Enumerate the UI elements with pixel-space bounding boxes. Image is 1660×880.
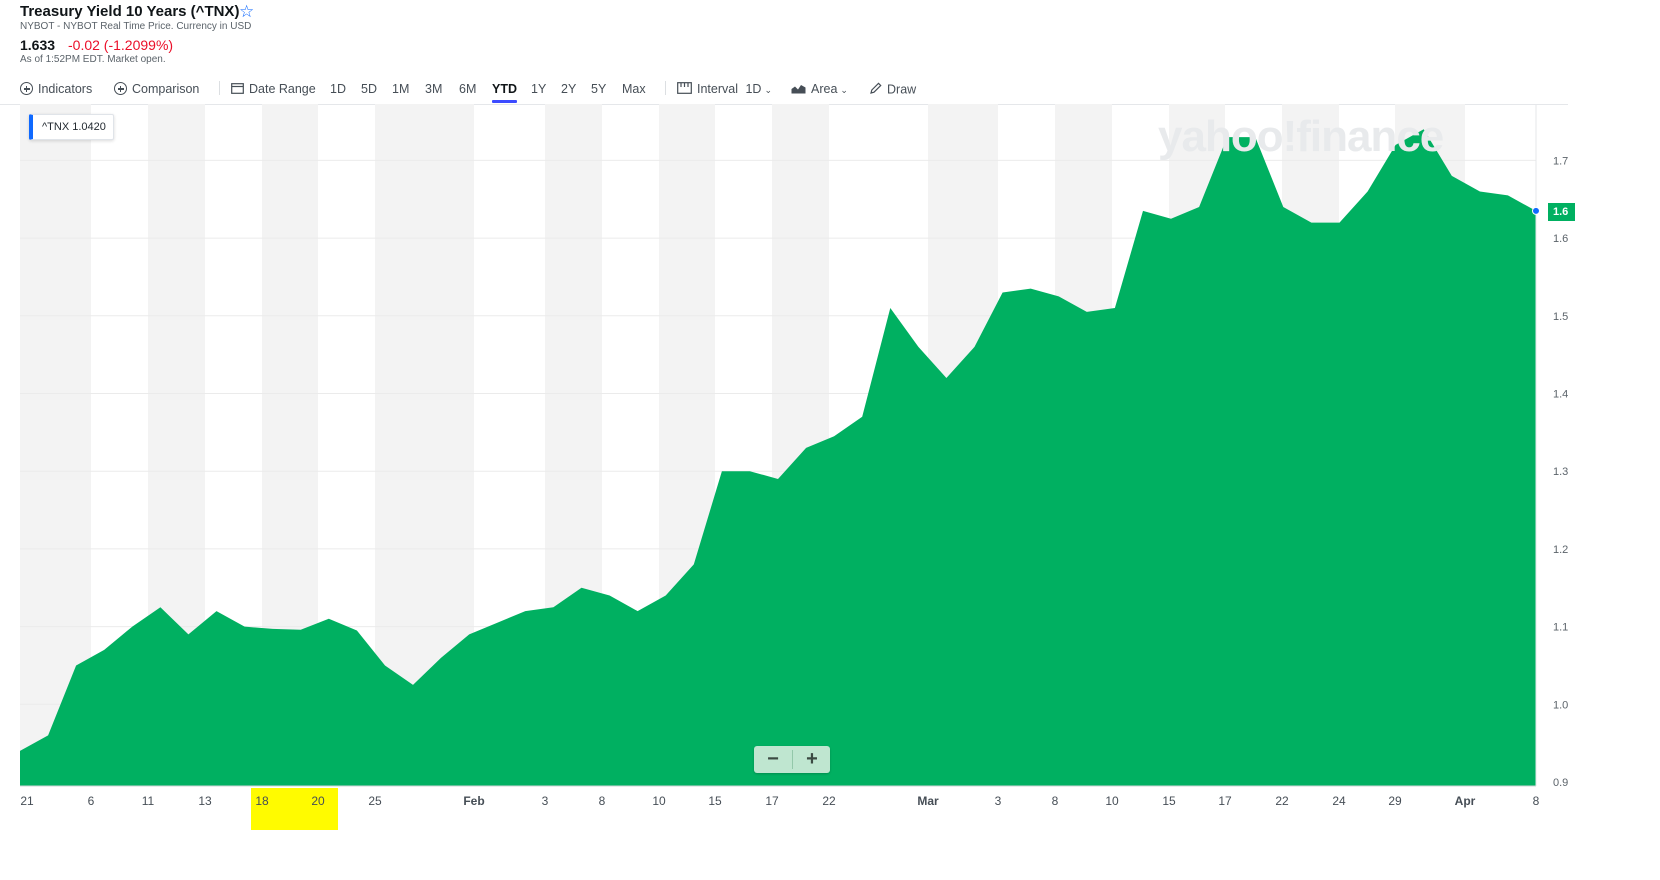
calendar-icon xyxy=(231,82,244,97)
y-tick-label: 1.0 xyxy=(1553,699,1568,711)
quote-price: 1.633 xyxy=(20,37,56,53)
chevron-down-icon: ⌄ xyxy=(764,85,773,95)
x-tick-label: 8 xyxy=(1533,794,1540,808)
y-tick-label: 1.4 xyxy=(1553,389,1568,401)
y-axis-ticks: 0.9 1.0 1.1 1.2 1.3 1.4 1.5 1.6 1.7 xyxy=(1553,155,1568,789)
interval-label: Interval xyxy=(697,82,738,96)
x-tick-label: 8 xyxy=(1052,794,1059,808)
x-tick-label: Mar xyxy=(917,794,939,808)
range-5d[interactable]: 5D xyxy=(361,82,377,96)
last-price-dot xyxy=(1532,206,1540,215)
yield-area xyxy=(20,129,1536,787)
x-tick-label: 3 xyxy=(995,794,1002,808)
indicators-label: Indicators xyxy=(38,82,93,96)
x-tick-label: 22 xyxy=(822,794,836,808)
x-tick-label: Apr xyxy=(1455,794,1476,808)
x-tick-label: 3 xyxy=(542,794,549,808)
interval-value: 1D xyxy=(745,82,762,96)
range-3m[interactable]: 3M xyxy=(425,82,443,96)
x-tick-label: 10 xyxy=(652,794,666,808)
x-axis-ticks: 21 6 11 13 18 20 25 Feb 3 8 10 15 17 22 Mar 3 8 10 15 17 22 2… xyxy=(20,794,1539,808)
y-tick-label: 1.5 xyxy=(1553,311,1568,323)
zoom-divider xyxy=(792,750,793,769)
x-tick-label: 17 xyxy=(1218,794,1232,808)
tooltip-legend: ^TNX 1.0420 xyxy=(29,114,114,140)
range-5y[interactable]: 5Y xyxy=(591,82,607,96)
quote-change: -0.02 (-1.2099%) xyxy=(68,37,174,53)
range-1y[interactable]: 1Y xyxy=(531,82,547,96)
date-range-button[interactable]: Date Range xyxy=(231,82,316,97)
chart-toolbar: Indicators Comparison Date Range 1D 5D 1… xyxy=(0,76,1568,104)
active-range-indicator xyxy=(492,100,517,103)
x-tick-label: 21 xyxy=(20,794,34,808)
plus-circle-icon xyxy=(114,82,127,96)
x-tick-label: 11 xyxy=(142,794,155,808)
quote-subtitle: NYBOT - NYBOT Real Time Price. Currency … xyxy=(20,21,252,32)
x-tick-label: 20 xyxy=(311,794,325,808)
plus-circle-icon xyxy=(20,82,33,96)
comparison-button[interactable]: Comparison xyxy=(114,82,199,96)
draw-button[interactable]: Draw xyxy=(869,82,916,98)
x-tick-label: 29 xyxy=(1388,794,1402,808)
highlight-marker xyxy=(251,788,338,830)
x-tick-label: 10 xyxy=(1105,794,1119,808)
range-2y[interactable]: 2Y xyxy=(561,82,577,96)
quote-title: Treasury Yield 10 Years (^TNX) xyxy=(20,3,240,20)
comparison-label: Comparison xyxy=(132,82,200,96)
y-tick-label: 1.6 xyxy=(1553,233,1568,245)
x-tick-label: 22 xyxy=(1275,794,1289,808)
x-tick-label: 8 xyxy=(599,794,606,808)
range-1m[interactable]: 1M xyxy=(392,82,410,96)
zoom-in-button[interactable]: + xyxy=(806,748,818,770)
x-tick-label: 15 xyxy=(1162,794,1176,808)
chevron-down-icon: ⌄ xyxy=(840,85,848,95)
interval-icon xyxy=(677,82,692,97)
chart-type-dropdown[interactable]: Area ⌄ xyxy=(791,82,848,97)
range-1d[interactable]: 1D xyxy=(330,82,346,96)
quote-timestamp: As of 1:52PM EDT. Market open. xyxy=(20,54,166,65)
y-tick-label: 1.2 xyxy=(1553,544,1568,556)
y-tick-label: 1.3 xyxy=(1553,466,1568,478)
indicators-button[interactable]: Indicators xyxy=(20,82,92,96)
x-tick-label: 25 xyxy=(368,794,382,808)
area-chart-icon xyxy=(791,83,806,97)
star-icon[interactable]: ☆ xyxy=(239,2,255,21)
tooltip-value: 1.0420 xyxy=(72,121,106,133)
range-max[interactable]: Max xyxy=(622,82,646,96)
x-tick-label: 18 xyxy=(255,794,269,808)
zoom-out-button[interactable]: − xyxy=(767,748,779,770)
pencil-icon xyxy=(869,82,882,98)
toolbar-divider xyxy=(219,81,220,95)
x-tick-label: 17 xyxy=(765,794,779,808)
zoom-controls: − + xyxy=(754,746,830,773)
y-tick-label: 0.9 xyxy=(1553,777,1568,789)
tooltip-symbol: ^TNX xyxy=(42,121,70,133)
y-tick-label: 1.7 xyxy=(1553,155,1568,167)
interval-dropdown[interactable]: Interval 1D ⌄ xyxy=(677,82,772,97)
chart-type-label: Area xyxy=(811,82,838,96)
x-tick-label: 13 xyxy=(198,794,212,808)
x-tick-label: 6 xyxy=(88,794,95,808)
x-tick-label: 24 xyxy=(1332,794,1346,808)
toolbar-divider xyxy=(665,81,666,95)
x-tick-label: 15 xyxy=(708,794,722,808)
range-ytd[interactable]: YTD xyxy=(492,82,517,96)
range-6m[interactable]: 6M xyxy=(459,82,477,96)
watermark-logo: yahoo!finance xyxy=(1158,112,1444,161)
draw-label: Draw xyxy=(887,82,917,97)
date-range-label: Date Range xyxy=(249,82,316,96)
current-price-badge: 1.6 xyxy=(1548,203,1575,221)
y-tick-label: 1.1 xyxy=(1553,622,1568,634)
x-tick-label: Feb xyxy=(463,794,484,808)
